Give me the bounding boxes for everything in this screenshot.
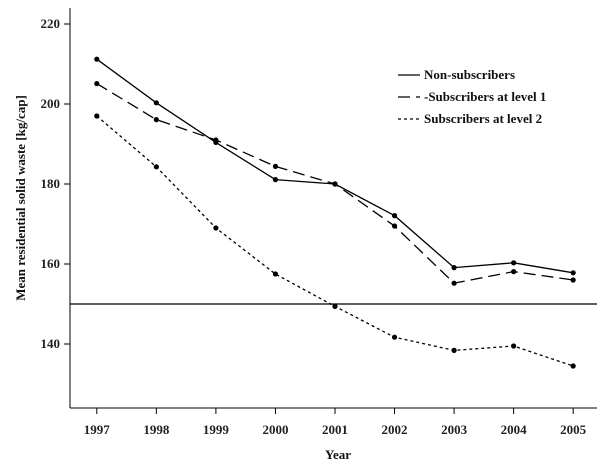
y-tick-label-180: 180 (41, 176, 61, 191)
x-tick-label-1997: 1997 (84, 422, 111, 437)
y-tick-label-220: 220 (41, 16, 61, 31)
series-2-point-1997 (94, 81, 100, 87)
series-3 (94, 113, 576, 369)
series-2-point-1999 (213, 137, 219, 143)
x-tick-label-2000: 2000 (262, 422, 288, 437)
series-2-point-1998 (153, 117, 159, 123)
axis-layer: 140 160 180 200 220 1997 1998 1999 2000 2001 2002 2… (41, 8, 597, 437)
series-1-point-1997 (94, 56, 100, 62)
series-3-point-2001 (332, 303, 338, 309)
series-1-point-2000 (272, 177, 279, 183)
series-3-point-1998 (153, 164, 159, 170)
series-2-point-2002 (391, 223, 398, 229)
series-2 (94, 81, 576, 286)
series-3-point-1997 (94, 113, 100, 119)
y-tick-label-140: 140 (41, 336, 61, 351)
series-1-point-2002 (391, 213, 398, 219)
x-tick-label-1998: 1998 (143, 422, 170, 437)
series-2-point-2001 (332, 181, 338, 187)
y-tick-label-160: 160 (41, 256, 61, 271)
legend-label-3: Subscribers at level 2 (424, 111, 542, 126)
legend: Non-subscribers -Subscribers at level 1 Su… (398, 67, 546, 126)
x-tick-label-1999: 1999 (203, 422, 230, 437)
x-tick-label-2001: 2001 (322, 422, 348, 437)
x-tick-label-2003: 2003 (441, 422, 468, 437)
series-3-point-2002 (391, 334, 398, 340)
x-tick-label-2002: 2002 (382, 422, 408, 437)
series-layer (94, 56, 576, 369)
series-3-point-2003 (451, 347, 457, 353)
series-2-point-2000 (272, 163, 279, 169)
series-3-point-2005 (570, 363, 576, 369)
series-1-point-2004 (511, 260, 517, 266)
series-1-point-2005 (570, 270, 576, 276)
legend-label-2: -Subscribers at level 1 (424, 89, 546, 104)
x-tick-label-2004: 2004 (501, 422, 528, 437)
y-tick-label-200: 200 (41, 96, 61, 111)
series-2-point-2004 (511, 269, 517, 275)
legend-label-1: Non-subscribers (424, 67, 515, 82)
x-tick-label-2005: 2005 (560, 422, 587, 437)
series-3-line (96, 115, 574, 367)
y-axis-title: Mean residential solid waste [kg/cap] (13, 95, 28, 301)
series-1-point-1998 (153, 100, 159, 106)
series-2-point-2003 (451, 280, 457, 286)
series-3-point-1999 (213, 225, 219, 231)
series-3-point-2004 (511, 343, 517, 349)
x-axis-title: Year (325, 447, 351, 462)
series-1-point-2003 (451, 265, 457, 271)
series-2-point-2005 (570, 277, 576, 283)
series-3-point-2000 (272, 271, 279, 277)
